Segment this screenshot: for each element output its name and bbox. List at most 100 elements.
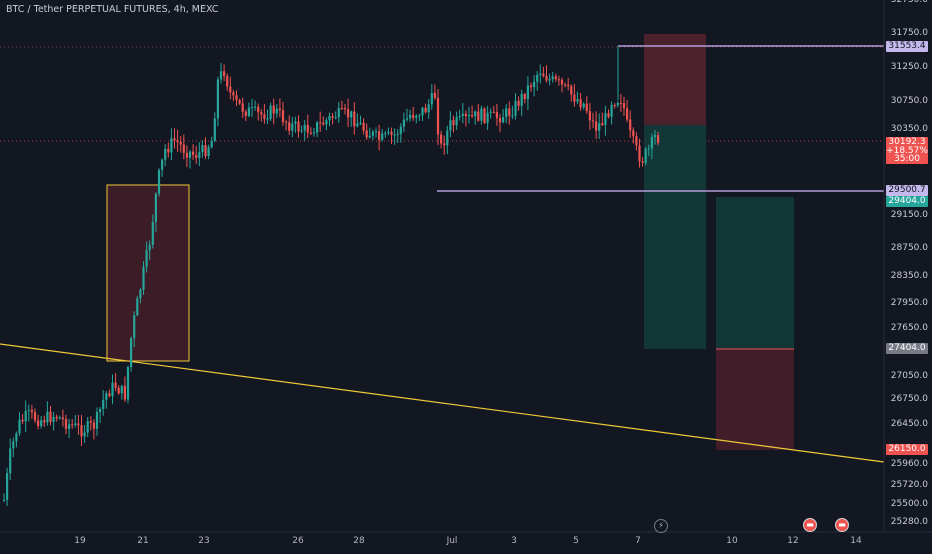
candle-body (92, 422, 95, 429)
position-target-zone-2[interactable] (716, 197, 794, 349)
candle-body (219, 71, 223, 80)
candle-body (266, 118, 269, 120)
candle-body (46, 411, 49, 423)
candle-body (325, 120, 328, 125)
candle-body (254, 106, 257, 108)
candle-body (396, 133, 399, 135)
candle-body (619, 103, 622, 105)
candle-body (505, 108, 508, 118)
candle-body (551, 76, 554, 80)
time-tick-label: 7 (635, 536, 641, 546)
candle-body (102, 399, 105, 409)
candle-body (21, 419, 24, 422)
candles-group (2, 62, 660, 506)
candle-body (257, 106, 260, 113)
candle-body (368, 135, 371, 138)
position-entry-tag[interactable]: 29404.0 (886, 196, 928, 207)
candle-body (443, 143, 446, 146)
candle-body (334, 117, 337, 119)
candle-body (33, 412, 37, 421)
candle-body (80, 425, 83, 437)
candle-body (514, 100, 517, 116)
candle-body (393, 134, 396, 136)
flag-icon[interactable]: ▬ (803, 518, 817, 532)
candle-body (260, 112, 263, 115)
price-tick-label: 31250.0 (890, 62, 928, 72)
time-tick-label: 21 (137, 536, 149, 546)
candle-body (77, 423, 80, 426)
candle-body (99, 408, 102, 413)
candle-body (27, 410, 30, 412)
candle-body (108, 393, 111, 397)
candle-body (247, 107, 250, 116)
candle-body (130, 338, 133, 368)
candle-body (83, 432, 86, 437)
candle-body (188, 151, 192, 158)
candle-body (539, 73, 542, 76)
candle-body (40, 420, 43, 427)
candle-body (24, 411, 27, 422)
candle-body (536, 75, 539, 82)
candle-body (263, 114, 266, 119)
flag-icon[interactable]: ▬ (835, 518, 849, 532)
current-price-tag[interactable]: 30192.3 +18.57% 35:00 (886, 137, 928, 164)
candle-body (167, 148, 170, 153)
candle-body (622, 103, 626, 109)
level-low-tag[interactable]: 29500.7 (886, 185, 928, 196)
candle-body (312, 132, 316, 134)
price-tick-label: 27650.0 (890, 323, 928, 333)
lightning-icon[interactable]: ⚡ (654, 519, 668, 533)
price-tick-label: 28750.0 (890, 243, 928, 253)
candle-body (529, 85, 533, 88)
candle-body (12, 441, 15, 449)
candle-body (517, 100, 520, 106)
candle-body (86, 421, 89, 433)
price-tick-label: 25960.0 (890, 459, 928, 469)
candle-body (241, 103, 244, 112)
time-tick-label: 23 (198, 536, 210, 546)
candle-body (151, 222, 154, 245)
demand-zone-rectangle[interactable] (106, 184, 190, 362)
candle-body (626, 108, 629, 120)
candle-body (226, 76, 229, 87)
position-target-zone-1[interactable] (644, 125, 706, 349)
candle-body (316, 122, 319, 133)
candle-body (309, 132, 312, 134)
candle-body (387, 131, 390, 134)
candle-body (278, 108, 281, 111)
candle-body (291, 123, 294, 131)
position-stop-zone-1[interactable] (644, 34, 706, 125)
candle-body (343, 108, 347, 110)
candle-body (371, 131, 374, 136)
position-stop-zone-2[interactable] (716, 349, 794, 450)
candle-body (6, 473, 9, 500)
candle-body (179, 142, 182, 145)
symbol-title[interactable]: BTC / Tether PERPETUAL FUTURES, 4h, MEXC (6, 4, 219, 15)
candle-body (533, 81, 536, 88)
candle-body (576, 99, 579, 102)
candle-body (157, 169, 161, 194)
level-high-tag[interactable]: 31553.4 (886, 41, 928, 52)
candle-body (74, 423, 77, 426)
position-mid-tag[interactable]: 27404.0 (886, 343, 928, 354)
candle-body (229, 86, 232, 93)
candle-body (474, 111, 477, 117)
candle-body (269, 105, 272, 119)
candle-body (607, 113, 610, 117)
candle-body (638, 145, 641, 162)
candle-body (148, 244, 151, 251)
candle-body (353, 111, 356, 127)
candle-body (418, 115, 421, 117)
candle-body (464, 113, 467, 117)
candle-body (210, 140, 213, 148)
candle-body (477, 111, 480, 121)
candle-body (433, 93, 436, 98)
candle-body (647, 148, 650, 150)
candle-body (52, 416, 55, 422)
candle-body (340, 108, 343, 110)
candle-body (185, 152, 188, 158)
position-target-tag[interactable]: 26150.0 (886, 444, 928, 455)
trend-line[interactable] (0, 343, 885, 463)
